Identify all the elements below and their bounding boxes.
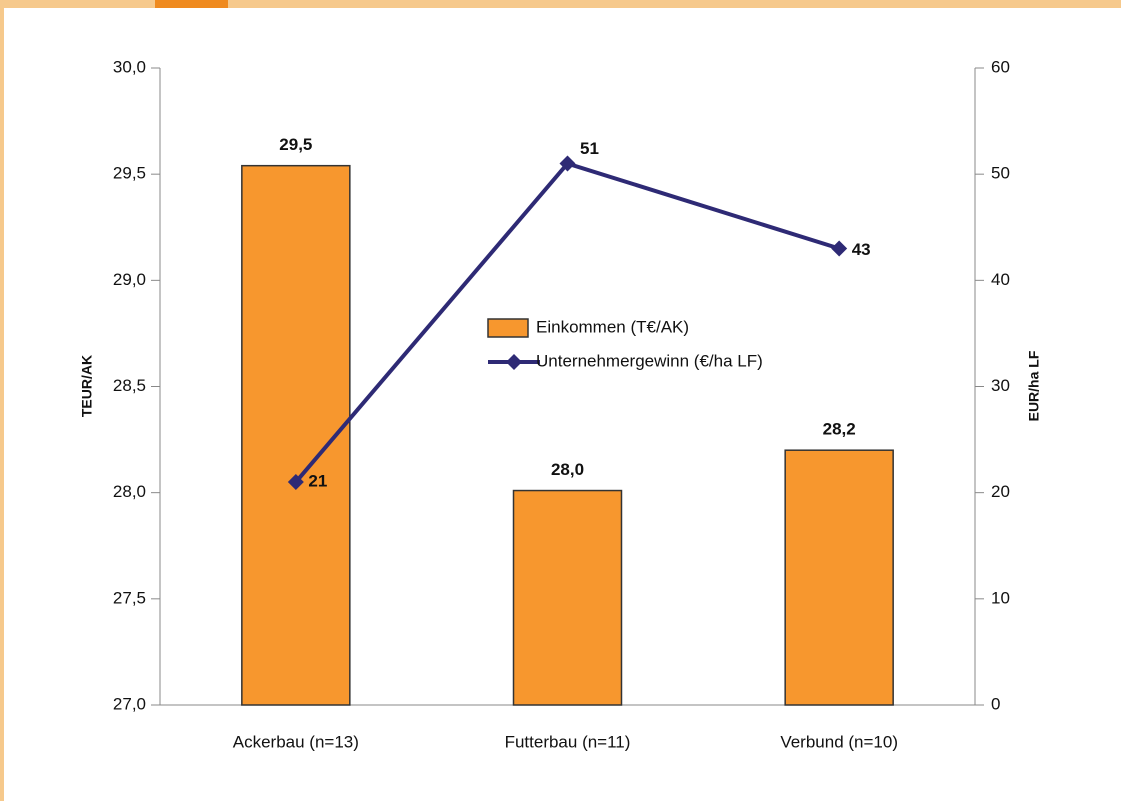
y2-tick-label: 40: [991, 270, 1010, 289]
y2-tick-label: 10: [991, 588, 1010, 607]
y-tick-label: 27,0: [113, 694, 146, 713]
y2-tick-label: 30: [991, 376, 1010, 395]
bar: [784, 449, 894, 706]
top-band: [0, 0, 1121, 8]
legend-label: Einkommen (T€/AK): [536, 317, 689, 336]
bar: [241, 164, 351, 706]
y-tick-label: 30,0: [113, 57, 146, 76]
left-border: [0, 0, 4, 801]
bar-value-label: 29,5: [279, 135, 312, 154]
y-tick-label: 28,5: [113, 376, 146, 395]
y2-axis-label: EUR/ha LF: [1026, 350, 1042, 421]
bar: [512, 489, 623, 706]
y-tick-label: 29,0: [113, 270, 146, 289]
legend-marker: [506, 354, 522, 370]
x-tick-label: Verbund (n=10): [780, 732, 898, 751]
marker: [831, 240, 848, 257]
y-tick-label: 28,0: [113, 482, 146, 501]
bar-value-label: 28,0: [551, 460, 584, 479]
y2-tick-label: 0: [991, 694, 1000, 713]
top-tab: [155, 0, 228, 8]
y2-tick-label: 60: [991, 57, 1010, 76]
y2-tick-label: 50: [991, 164, 1010, 183]
marker: [559, 155, 576, 172]
y-axis-label: TEUR/AK: [79, 355, 95, 417]
bar-value-label: 28,2: [823, 420, 856, 439]
y2-tick-label: 20: [991, 482, 1010, 501]
legend-swatch: [487, 318, 529, 338]
line-value-label: 21: [308, 472, 327, 491]
x-tick-label: Ackerbau (n=13): [233, 732, 359, 751]
y-tick-label: 27,5: [113, 588, 146, 607]
legend-label: Unternehmergewinn (€/ha LF): [536, 351, 763, 370]
marker: [287, 474, 304, 491]
line-value-label: 43: [852, 240, 871, 259]
y-tick-label: 29,5: [113, 164, 146, 183]
line-value-label: 51: [580, 139, 599, 158]
x-tick-label: Futterbau (n=11): [505, 732, 631, 751]
